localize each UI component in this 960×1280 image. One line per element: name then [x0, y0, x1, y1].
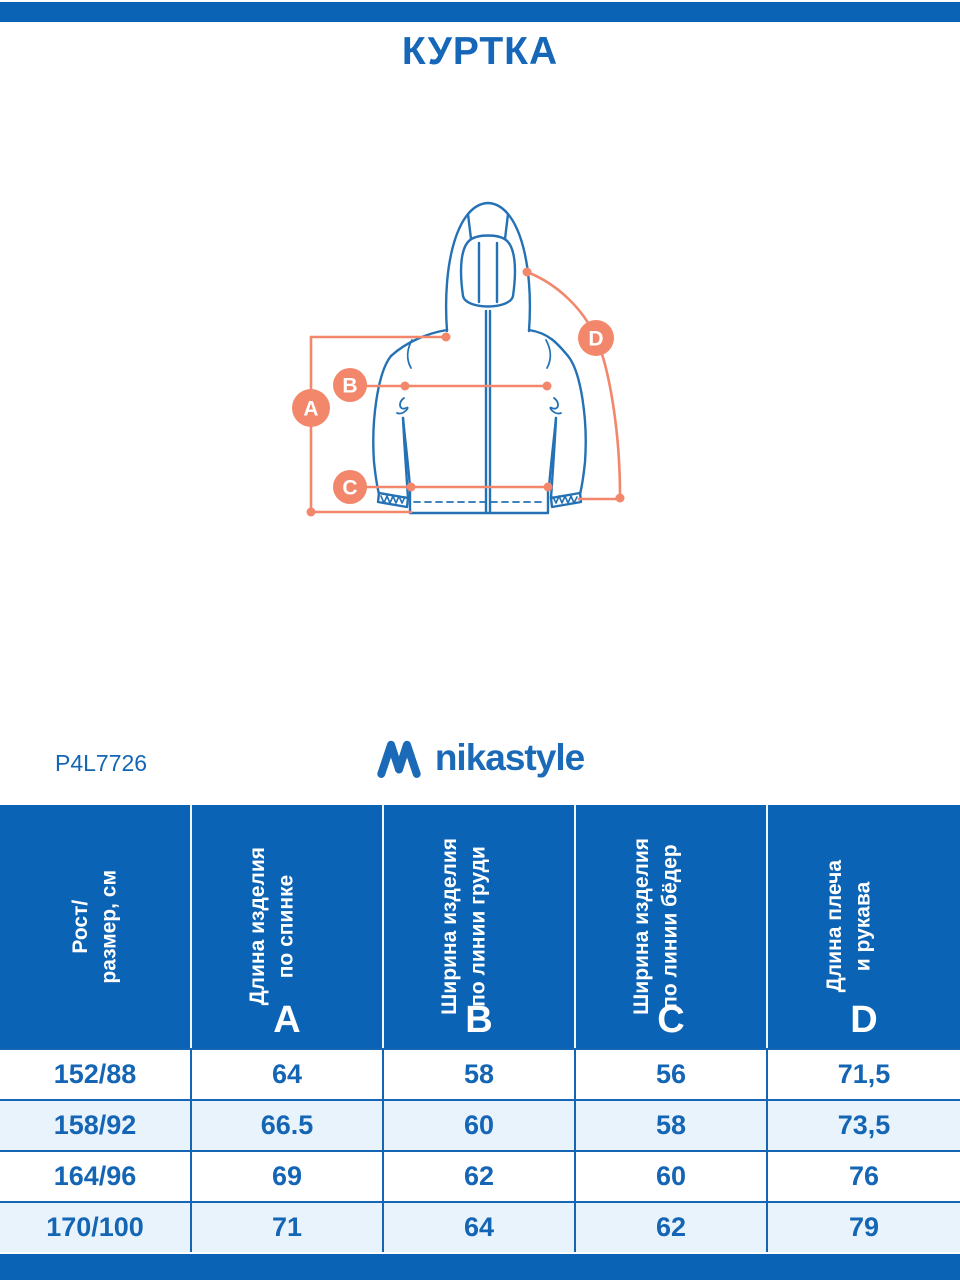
marker-c-label: C — [342, 477, 357, 500]
header-label: Рост/ — [68, 899, 92, 954]
header-letter-d: D — [850, 999, 878, 1041]
cell-b: 64 — [384, 1203, 576, 1252]
cell-c: 56 — [576, 1050, 768, 1099]
brand-logo-text: nikastyle — [434, 737, 585, 778]
header-cell-a: Длина изделия по спинке A — [192, 805, 384, 1048]
cell-size: 170/100 — [0, 1203, 192, 1252]
size-table: Рост/ размер, см Длина изделия по спинке… — [0, 805, 960, 1252]
cell-a: 71 — [192, 1203, 384, 1252]
marker-a-label: A — [303, 398, 318, 421]
jacket-outline — [372, 201, 587, 515]
top-accent-bar — [0, 2, 960, 22]
cell-d: 79 — [848, 1212, 880, 1242]
header-label: по линии бёдер — [658, 844, 681, 1009]
product-code: P4L7726 — [55, 750, 148, 776]
jacket-diagram-svg: A B C D — [292, 201, 625, 517]
header-letter-b: B — [465, 999, 493, 1041]
header-cell-c: Ширина изделия по линии бёдер C — [576, 805, 768, 1048]
cell-c: 60 — [576, 1152, 768, 1201]
cell-a: 66.5 — [192, 1101, 384, 1150]
cell-b: 60 — [384, 1101, 576, 1150]
cell-d: 76 — [848, 1161, 880, 1191]
header-label: Длина изделия — [245, 847, 269, 1006]
cell-a: 64 — [192, 1050, 384, 1099]
size-table-body: 152/88 64 58 56 71,5 158/92 66.5 60 58 7… — [0, 1048, 960, 1252]
table-row: 164/96 69 62 60 76 — [0, 1150, 960, 1201]
jacket-measurement-diagram: A B C D — [280, 190, 680, 530]
table-row: 152/88 64 58 56 71,5 — [0, 1048, 960, 1099]
cell-a: 69 — [192, 1152, 384, 1201]
table-row: 170/100 71 64 62 79 — [0, 1201, 960, 1252]
cell-size: 164/96 — [0, 1152, 192, 1201]
marker-b-label: B — [342, 375, 357, 398]
measurement-markers: A B C D — [292, 320, 614, 504]
header-label: и рукава — [851, 881, 874, 972]
measurement-endpoints — [306, 267, 625, 517]
cell-size: 158/92 — [0, 1101, 192, 1150]
marker-d-circle — [578, 320, 614, 356]
marker-a-circle — [292, 389, 330, 427]
cell-c: 58 — [576, 1101, 768, 1150]
cell-size: 152/88 — [0, 1050, 192, 1099]
header-cell-size: Рост/ размер, см — [0, 805, 192, 1048]
cell-d: 71,5 — [837, 1059, 891, 1089]
header-label: Ширина изделия — [629, 838, 653, 1015]
header-label: Ширина изделия — [437, 838, 461, 1015]
marker-b-circle — [333, 368, 367, 402]
header-label: Длина плеча — [822, 860, 846, 993]
marker-c-circle — [333, 470, 367, 504]
brand-logo: nikastyle — [0, 733, 960, 783]
header-cell-b: Ширина изделия по линии груди B — [384, 805, 576, 1048]
brand-logo-icon — [377, 740, 421, 778]
table-row: 158/92 66.5 60 58 73,5 — [0, 1099, 960, 1150]
cell-d: 73,5 — [837, 1110, 891, 1140]
header-cell-d: Длина плеча и рукава D — [768, 805, 960, 1048]
marker-d-label: D — [588, 328, 603, 351]
header-label: по спинке — [274, 874, 297, 979]
header-label: размер, см — [97, 869, 120, 984]
bottom-accent-bar — [0, 1254, 960, 1280]
page-title: КУРТКА — [401, 30, 559, 73]
header-letter-a: A — [273, 999, 301, 1041]
size-table-header: Рост/ размер, см Длина изделия по спинке… — [0, 805, 960, 1048]
header-letter-c: C — [657, 999, 685, 1041]
header-label: по линии груди — [466, 846, 489, 1007]
cell-b: 58 — [384, 1050, 576, 1099]
cell-c: 62 — [576, 1203, 768, 1252]
cell-b: 62 — [384, 1152, 576, 1201]
